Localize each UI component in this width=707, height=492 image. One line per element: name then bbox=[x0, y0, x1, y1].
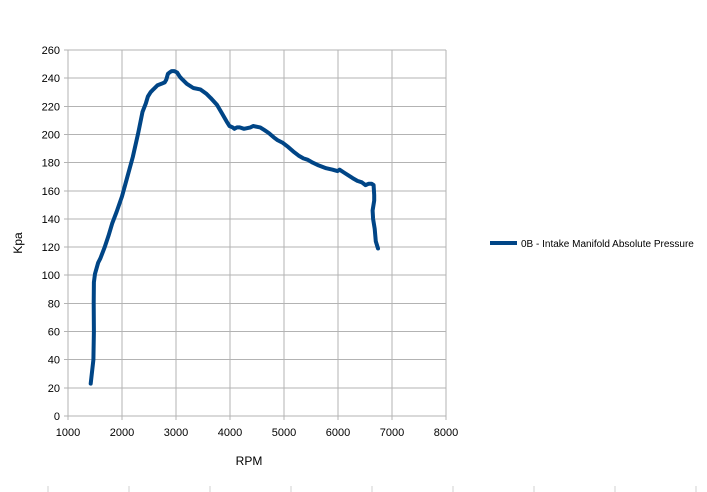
y-tick-label: 100 bbox=[42, 270, 60, 282]
legend-label: 0B - Intake Manifold Absolute Pressure bbox=[521, 239, 694, 250]
y-tick-label: 20 bbox=[48, 383, 60, 395]
x-tick-label: 3000 bbox=[164, 427, 188, 439]
series-lines bbox=[88, 69, 380, 386]
y-tick-label: 0 bbox=[54, 411, 60, 423]
x-tick-label: 6000 bbox=[326, 427, 350, 439]
bottom-border-ticks bbox=[47, 486, 697, 492]
y-tick-label: 180 bbox=[42, 158, 60, 170]
y-tick-label: 220 bbox=[42, 101, 60, 113]
y-tick-label: 260 bbox=[42, 45, 60, 57]
tick-labels: 0 20 40 60 80 100 120 140 160 180 200 220 240 260 1000… bbox=[42, 45, 459, 439]
x-tick-label: 1000 bbox=[56, 427, 80, 439]
y-tick-label: 60 bbox=[48, 327, 60, 339]
y-tick-label: 120 bbox=[42, 242, 60, 254]
series-line bbox=[88, 69, 380, 386]
legend: 0B - Intake Manifold Absolute Pressure bbox=[490, 239, 694, 250]
x-tick-label: 7000 bbox=[380, 427, 404, 439]
x-tick-label: 4000 bbox=[218, 427, 242, 439]
x-axis-title: RPM bbox=[236, 454, 263, 468]
y-axis-title: Kpa bbox=[11, 232, 25, 254]
y-tick-label: 140 bbox=[42, 214, 60, 226]
x-tick-label: 8000 bbox=[434, 427, 458, 439]
y-tick-label: 80 bbox=[48, 298, 60, 310]
x-tick-label: 2000 bbox=[110, 427, 134, 439]
y-tick-label: 240 bbox=[42, 73, 60, 85]
x-tick-label: 5000 bbox=[272, 427, 296, 439]
grid bbox=[64, 49, 447, 420]
y-tick-label: 200 bbox=[42, 129, 60, 141]
y-tick-label: 40 bbox=[48, 355, 60, 367]
y-tick-label: 160 bbox=[42, 186, 60, 198]
